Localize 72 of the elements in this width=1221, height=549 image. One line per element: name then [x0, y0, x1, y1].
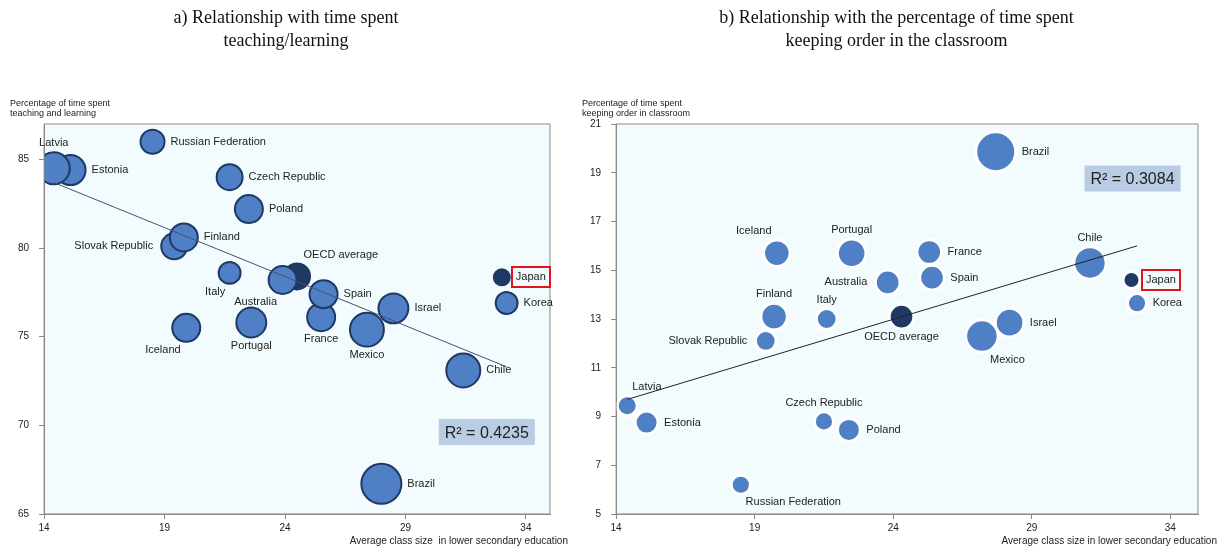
series-label: Poland: [866, 422, 901, 435]
series-label: Israel: [1029, 315, 1057, 328]
series-label: Mexico: [990, 353, 1025, 366]
y-tick-label: 13: [590, 312, 602, 324]
series-label: Iceland: [736, 223, 772, 236]
series-label: Brazil: [407, 476, 435, 489]
y-tick-label: 19: [590, 166, 602, 178]
series-label: Portugal: [230, 338, 272, 351]
chart-title: a) Relationship with time spent teaching/learning: [172, 6, 400, 52]
x-tick-label: 14: [38, 521, 51, 533]
series-label: Czech Republic: [785, 395, 863, 408]
series-label: Finland: [203, 230, 240, 243]
y-axis-title: Percentage of time spent teaching and learning: [10, 97, 111, 118]
x-axis-title: Average class size in lower secondary education: [1001, 534, 1217, 546]
series-label: Estonia: [91, 163, 130, 176]
series-label: Estonia: [664, 415, 702, 428]
x-tick-label: 24: [887, 521, 900, 533]
series-label: Australia: [824, 275, 869, 288]
series-label: France: [304, 332, 339, 345]
x-tick-label: 29: [399, 521, 412, 533]
y-tick-label: 65: [18, 507, 30, 519]
annotation: R² = 0.3084: [1090, 170, 1175, 188]
series-label: Korea: [1152, 296, 1183, 309]
x-tick-label: 19: [159, 521, 171, 533]
x-axis-title: Average class size in lower secondary education: [349, 534, 568, 546]
series-label: Latvia: [39, 136, 70, 149]
series-label: Australia: [234, 295, 278, 308]
series-label: Russian Federation: [170, 134, 266, 147]
y-tick-label: 75: [18, 330, 30, 342]
y-tick-label: 85: [18, 153, 30, 165]
series-label: Brazil: [1021, 144, 1050, 157]
y-tick-label: 11: [590, 361, 602, 373]
series-label: Mexico: [349, 347, 385, 360]
series-label: Chile: [1077, 230, 1103, 243]
y-tick-label: 17: [590, 215, 602, 227]
series-label: Israel: [414, 301, 442, 314]
y-tick-label: 21: [590, 117, 602, 129]
x-tick-label: 24: [279, 521, 292, 533]
series-label: Slovak Republic: [74, 239, 154, 252]
series-label: Korea: [523, 296, 554, 309]
series-label: Japan: [515, 270, 546, 283]
series-label: Spain: [950, 270, 979, 283]
series-label: Russian Federation: [745, 495, 841, 508]
series-label: Portugal: [831, 222, 873, 235]
y-tick-label: 70: [18, 419, 30, 431]
series-label: Latvia: [632, 379, 663, 392]
series-label: OECD average: [864, 329, 939, 342]
series-label: Italy: [816, 292, 838, 305]
series-label: OECD average: [303, 247, 379, 260]
series-label: France: [947, 245, 982, 257]
series-label: Poland: [268, 202, 304, 215]
series-label: Chile: [486, 363, 512, 376]
series-label: Italy: [205, 284, 226, 297]
series-label: Czech Republic: [248, 170, 327, 183]
y-tick-label: 7: [595, 459, 602, 470]
x-tick-label: 19: [749, 521, 761, 533]
series-label: Finland: [756, 287, 793, 300]
y-tick-label: 80: [18, 241, 30, 253]
y-tick-label: 9: [595, 410, 602, 422]
series-label: Spain: [343, 287, 372, 300]
series-label: Slovak Republic: [668, 333, 748, 346]
x-tick-label: 34: [1164, 521, 1177, 533]
chart-title: b) Relationship with the percentage of time spent keeping order in the classroom: [718, 6, 1075, 52]
series-label: Iceland: [145, 342, 181, 355]
x-tick-label: 29: [1026, 521, 1038, 533]
y-axis-title: Percentage of time spent keeping order in classroom: [582, 97, 691, 118]
x-tick-label: 34: [520, 521, 532, 533]
y-tick-label: 5: [595, 507, 602, 519]
y-tick-label: 15: [590, 264, 602, 275]
annotation: R² = 0.4235: [444, 423, 529, 441]
series-label: Japan: [1145, 273, 1176, 286]
x-tick-label: 14: [610, 521, 623, 533]
